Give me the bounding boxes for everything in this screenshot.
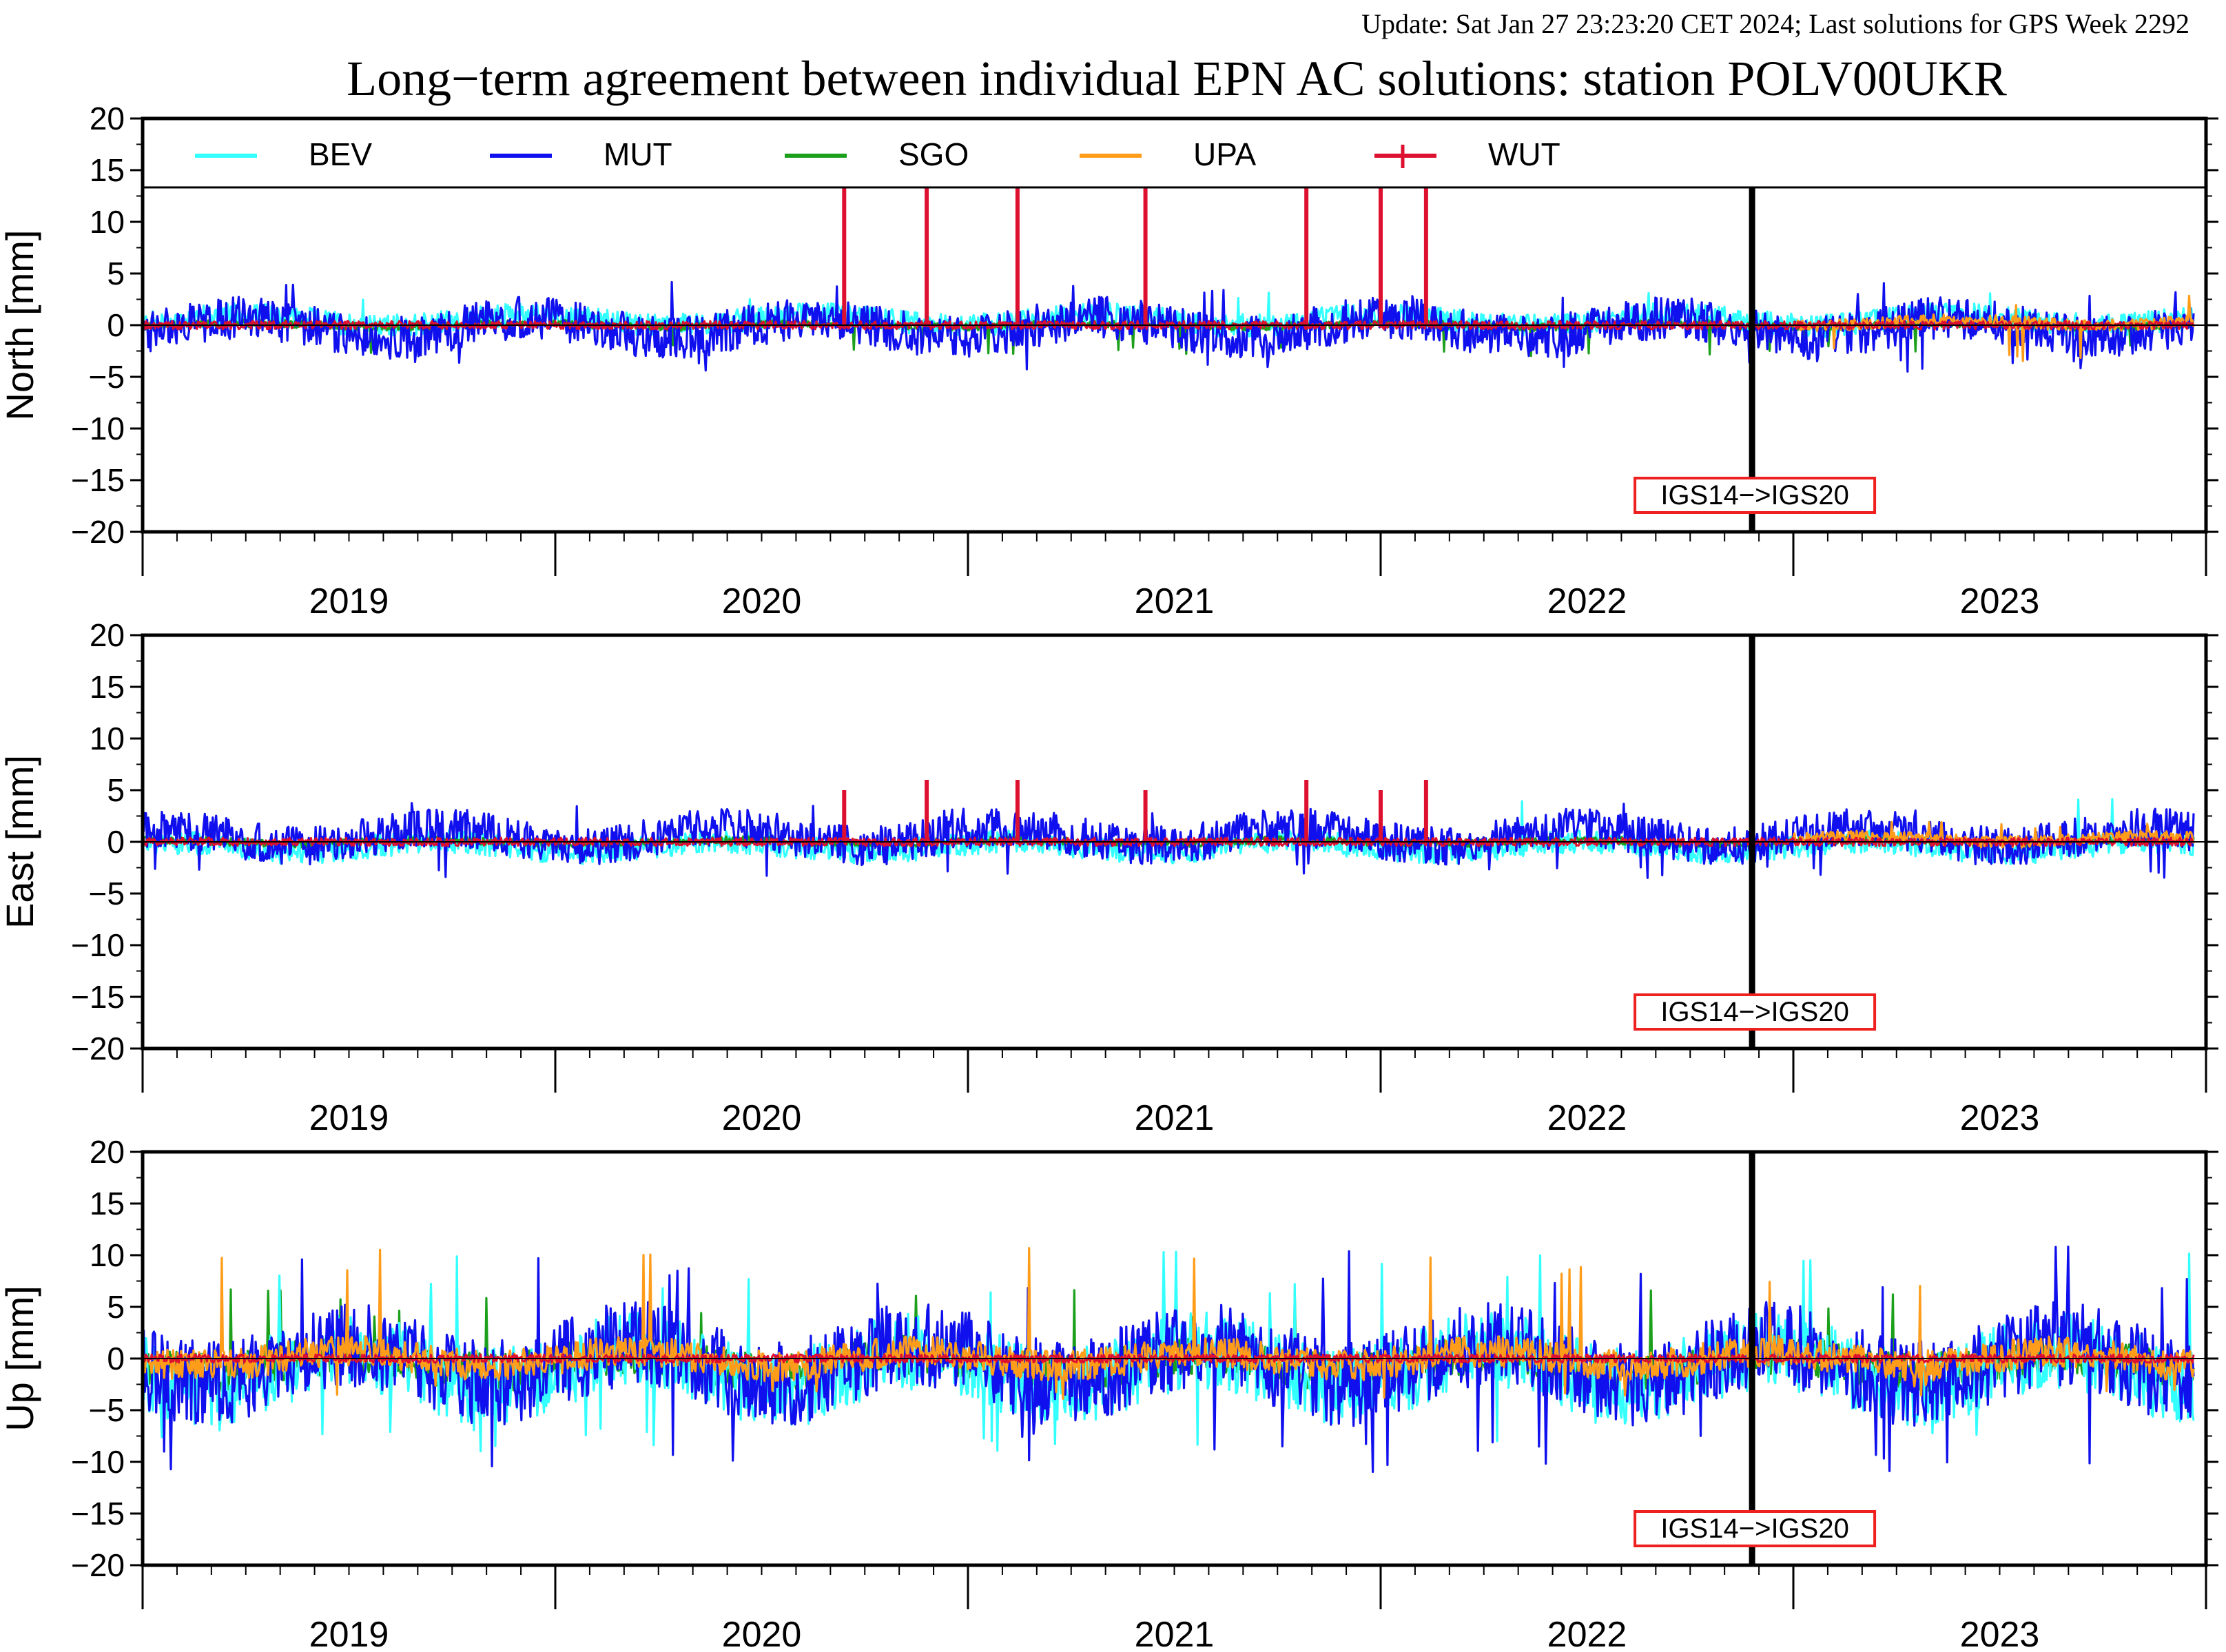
y-axis-label: Up [mm]	[0, 1286, 41, 1432]
y-tick-label: 5	[107, 772, 125, 808]
up-panel: IGS14−>IGS20 20 15 10 5 0 −5 −10 −15 −20 Up [mm] 20…	[0, 1134, 2218, 1652]
y-tick-label: −10	[71, 411, 125, 446]
y-axis: 20 15 10 5 0 −5 −10 −15 −20	[71, 101, 2218, 550]
x-tick-label: 2023	[1960, 581, 2040, 621]
x-tick-label: 2021	[1135, 581, 1215, 621]
x-tick-label: 2019	[309, 1098, 389, 1138]
legend-box	[141, 117, 2207, 189]
y-tick-label: −10	[71, 927, 125, 963]
x-tick-label: 2022	[1547, 581, 1627, 621]
y-axis: 20 15 10 5 0 −5 −10 −15 −20	[71, 1134, 2218, 1583]
y-tick-label: −20	[71, 1547, 125, 1583]
y-tick-label: 15	[90, 1186, 125, 1221]
legend: BEV MUT SGO UPA WUT	[141, 117, 2207, 189]
y-tick-label: 20	[90, 1134, 125, 1170]
x-axis: 2019 2020 2021 2022 2023	[141, 1049, 2207, 1138]
x-tick-label: 2023	[1960, 1098, 2040, 1138]
legend-label-sgo: SGO	[898, 136, 969, 172]
y-tick-label: −15	[71, 1496, 125, 1531]
annotation: IGS14−>IGS20	[1634, 1510, 1877, 1547]
update-timestamp: Update: Sat Jan 27 23:23:20 CET 2024; La…	[1361, 8, 2189, 39]
legend-label-upa: UPA	[1193, 136, 1256, 172]
x-tick-label: 2023	[1960, 1615, 2040, 1652]
y-tick-label: 10	[90, 204, 125, 240]
series-wut-line	[143, 320, 2195, 331]
x-tick-label: 2021	[1135, 1615, 1215, 1652]
y-axis-label: East [mm]	[0, 755, 41, 929]
y-tick-label: −20	[71, 514, 125, 550]
plot-area	[143, 1246, 2206, 1474]
x-tick-label: 2020	[722, 1615, 802, 1652]
y-tick-label: 5	[107, 1289, 125, 1325]
east-panel: IGS14−>IGS20 20 15 10 5 0 −5 −10 −15 −20 East [mm]…	[0, 617, 2218, 1138]
annotation: IGS14−>IGS20	[1634, 477, 1877, 514]
y-tick-label: 10	[90, 721, 125, 756]
annotation-box	[1634, 477, 1877, 514]
chart-title: Long−term agreement between individual E…	[347, 51, 2007, 106]
legend-label-wut: WUT	[1488, 136, 1560, 172]
plot-area	[143, 780, 2206, 879]
annotation-label: IGS14−>IGS20	[1660, 480, 1849, 510]
y-tick-label: −5	[89, 1392, 125, 1428]
y-tick-label: −15	[71, 462, 125, 498]
y-tick-label: 0	[107, 307, 125, 343]
y-tick-label: 15	[90, 669, 125, 705]
y-axis-label: North [mm]	[0, 230, 41, 421]
y-tick-label: −5	[89, 359, 125, 395]
x-tick-label: 2021	[1135, 1098, 1215, 1138]
annotation-label: IGS14−>IGS20	[1660, 997, 1849, 1027]
y-tick-label: −20	[71, 1031, 125, 1066]
x-tick-label: 2019	[309, 581, 389, 621]
x-tick-label: 2022	[1547, 1615, 1627, 1652]
annotation-label: IGS14−>IGS20	[1660, 1514, 1849, 1544]
y-tick-label: 20	[90, 617, 125, 653]
y-tick-label: −5	[89, 876, 125, 911]
y-tick-label: 15	[90, 152, 125, 188]
annotation-box	[1634, 1510, 1877, 1547]
x-tick-label: 2022	[1547, 1098, 1627, 1138]
plot-area	[143, 118, 2206, 373]
y-tick-label: 5	[107, 256, 125, 291]
y-axis: 20 15 10 5 0 −5 −10 −15 −20	[71, 617, 2218, 1066]
x-axis: 2019 2020 2021 2022 2023	[141, 532, 2207, 621]
x-tick-label: 2019	[309, 1615, 389, 1652]
north-panel: IGS14−>IGS20 BEV MUT SGO UPA WUT 20 15 10 5 0 −5 −10…	[0, 101, 2218, 621]
series-mut-line	[143, 1246, 2195, 1474]
y-tick-label: 0	[107, 1341, 125, 1376]
y-tick-label: −10	[71, 1444, 125, 1480]
legend-label-bev: BEV	[309, 136, 372, 172]
y-tick-label: 10	[90, 1237, 125, 1273]
annotation: IGS14−>IGS20	[1634, 993, 1877, 1031]
x-tick-label: 2020	[722, 1098, 802, 1138]
annotation-box	[1634, 993, 1877, 1031]
x-tick-label: 2020	[722, 581, 802, 621]
y-tick-label: 0	[107, 824, 125, 860]
x-axis: 2019 2020 2021 2022 2023	[141, 1565, 2207, 1652]
y-tick-label: −15	[71, 979, 125, 1015]
legend-label-mut: MUT	[604, 136, 672, 172]
y-tick-label: 20	[90, 101, 125, 136]
